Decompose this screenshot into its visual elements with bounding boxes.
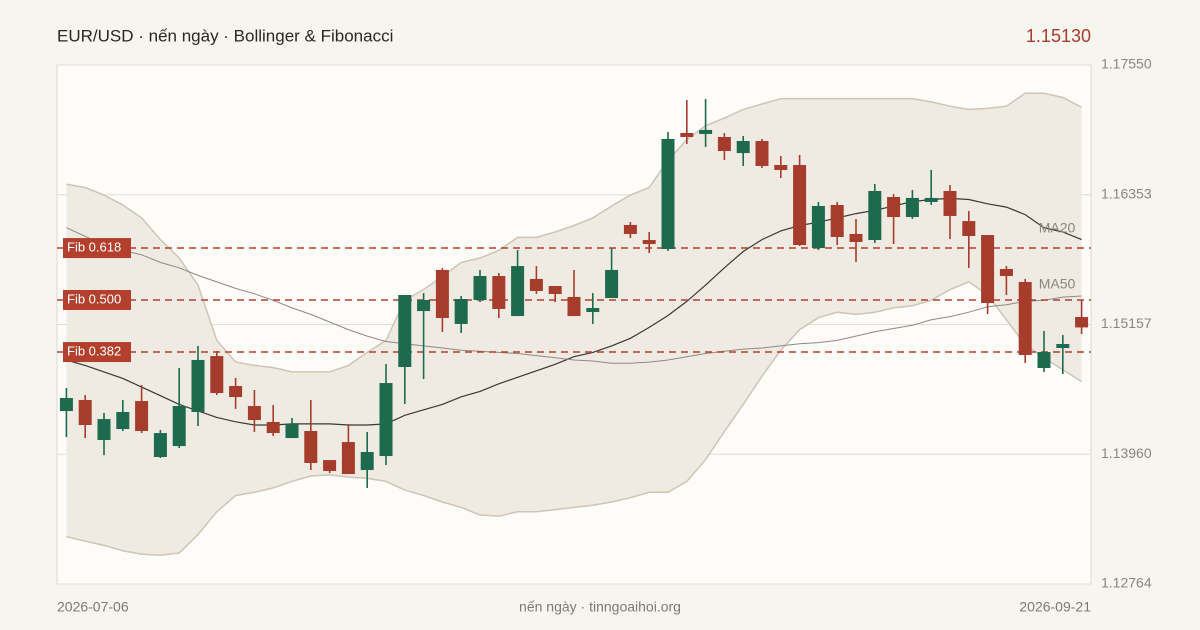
ma-label: MA50 — [1039, 276, 1076, 292]
bollinger-lower — [66, 281, 1083, 556]
bollinger-upper — [66, 92, 1082, 373]
fib-label: Fib 0.618 — [67, 239, 121, 254]
fib-label-box — [63, 289, 131, 310]
candle-body — [887, 196, 901, 218]
candle-body — [868, 191, 882, 241]
candle-body — [529, 278, 543, 291]
footer: nến ngày · tinngoaihoi.org — [519, 599, 681, 615]
candle-body — [266, 421, 280, 434]
candle-body — [78, 399, 92, 426]
candle-body — [417, 299, 431, 312]
candle-body — [981, 235, 995, 304]
candle-body — [135, 401, 149, 431]
fib-label-box — [63, 342, 131, 363]
candle-body — [285, 424, 299, 439]
candle-body — [116, 412, 130, 430]
x-end-label: 2026-09-21 — [1019, 599, 1091, 615]
candle-body — [454, 299, 468, 324]
candle-body — [247, 406, 261, 421]
candle-body — [793, 164, 807, 246]
candle-body — [492, 276, 506, 309]
fib-label: Fib 0.382 — [67, 343, 121, 358]
candle-body — [962, 221, 976, 237]
bollinger-band — [66, 93, 1082, 556]
candle-body — [567, 296, 581, 317]
candle-body — [172, 406, 186, 447]
candle-body — [623, 224, 637, 234]
candle-body — [59, 398, 73, 412]
candle-body — [341, 442, 355, 475]
candle-body — [586, 308, 600, 313]
candle-body — [153, 433, 167, 458]
candle-body — [774, 164, 788, 170]
candle-body — [699, 129, 713, 134]
candle-body — [755, 141, 769, 166]
candle-body — [736, 141, 750, 154]
candle-body — [1037, 352, 1051, 368]
candle-body — [830, 204, 844, 237]
candle-body — [642, 240, 656, 245]
candle-body — [229, 385, 243, 398]
fib-label: Fib 0.500 — [67, 291, 121, 306]
candle-body — [360, 452, 374, 471]
candle-body — [680, 132, 694, 138]
candle-body — [304, 430, 318, 463]
x-start-label: 2026-07-06 — [57, 599, 129, 615]
candle-body — [717, 137, 731, 151]
candle-body — [849, 233, 863, 242]
candle-body — [661, 138, 675, 250]
y-tick-label: 1.15157 — [1101, 315, 1152, 331]
candle-body — [999, 268, 1013, 277]
candle-body — [511, 266, 525, 317]
ma-label: MA20 — [1039, 219, 1076, 235]
chart-title: EUR/USD · nến ngày · Bollinger & Fibonac… — [57, 26, 393, 45]
y-tick-label: 1.16353 — [1101, 186, 1152, 202]
candle-body — [811, 205, 825, 249]
ma-line — [66, 227, 1082, 364]
candle-body — [323, 460, 337, 472]
candle-body — [924, 197, 938, 202]
candle-body — [191, 359, 205, 413]
y-tick-label: 1.12764 — [1101, 575, 1152, 591]
candle-body — [943, 191, 957, 216]
candle-body — [435, 269, 449, 318]
candle-body — [398, 295, 412, 368]
fib-label-box — [63, 238, 131, 259]
candle-body — [548, 286, 562, 295]
candle-body — [605, 269, 619, 299]
candle-body — [97, 419, 111, 440]
candle-body — [1056, 344, 1070, 349]
candle-body — [1075, 317, 1089, 328]
last-price: 1.15130 — [1026, 26, 1091, 46]
candle-body — [905, 197, 919, 218]
y-tick-label: 1.13960 — [1101, 445, 1152, 461]
candle-body — [210, 356, 224, 394]
y-tick-label: 1.17550 — [1101, 56, 1152, 72]
candle-body — [1018, 281, 1032, 355]
candle-body — [473, 276, 487, 300]
candle-body — [379, 383, 393, 457]
